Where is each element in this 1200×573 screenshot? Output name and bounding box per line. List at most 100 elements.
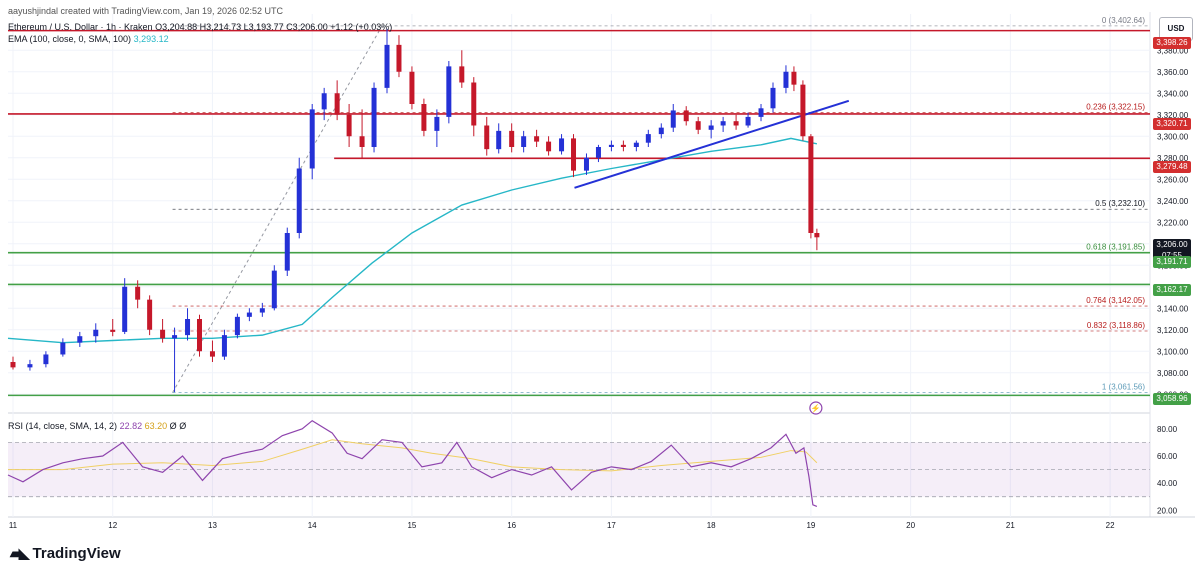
candle (484, 116, 490, 156)
candle-body (221, 335, 227, 357)
candle (645, 129, 651, 147)
candle-body (571, 138, 577, 171)
candle (509, 123, 515, 153)
candle (733, 114, 739, 130)
candle-body (196, 319, 202, 352)
candle-body (246, 312, 252, 317)
candle-body (670, 110, 676, 128)
rsi-y-tick-label: 40.00 (1157, 479, 1178, 488)
candle-body (608, 144, 614, 147)
current-price: 3,206.00 (1156, 240, 1188, 249)
candle (683, 106, 689, 126)
candle (43, 351, 49, 368)
candle (346, 104, 352, 147)
y-tick-label: 3,080.00 (1157, 369, 1189, 378)
candle-body (808, 136, 814, 233)
candle (546, 136, 552, 156)
fib-level-label: 0.618 (3,191.85) (1086, 243, 1145, 252)
candle-body (459, 66, 465, 83)
rsi-extra-2: Ø (179, 421, 187, 431)
candle-body (359, 136, 365, 147)
candle (559, 134, 565, 155)
candle-body (791, 71, 797, 85)
event-marker-glyph: ⚡ (811, 403, 821, 413)
symbol-label: Ethereum / U.S. Dollar · 1h · Kraken (8, 22, 153, 32)
candle (534, 129, 540, 147)
rsi-y-tick-label: 60.00 (1157, 452, 1178, 461)
candle-body (509, 130, 515, 147)
candle-body (708, 125, 714, 130)
x-tick-label: 17 (607, 521, 616, 530)
candle-body (633, 142, 639, 147)
candle (60, 338, 66, 357)
candle (334, 80, 340, 121)
fib-level-label: 0.5 (3,232.10) (1095, 199, 1145, 208)
candle-body (620, 144, 626, 147)
candle (695, 116, 701, 135)
fib-level-label: 0 (3,402.64) (1102, 16, 1145, 25)
candle-body (471, 82, 477, 126)
candle (421, 98, 427, 137)
candle-body (334, 93, 340, 115)
x-tick-label: 19 (806, 521, 815, 530)
price-tag-resistance-top: 3,398.26 (1153, 37, 1191, 49)
candle-body (720, 121, 726, 126)
tradingview-logo-icon: ▰◣ (10, 545, 29, 561)
candle (770, 82, 776, 113)
y-tick-label: 3,120.00 (1157, 326, 1189, 335)
x-tick-label: 21 (1006, 521, 1015, 530)
candle-body (446, 66, 452, 117)
candle-body (60, 342, 66, 355)
candle (196, 314, 202, 357)
candle (284, 227, 290, 276)
y-tick-label: 3,260.00 (1157, 175, 1189, 184)
candle-body (583, 157, 589, 171)
y-tick-label: 3,140.00 (1157, 304, 1189, 313)
candle (595, 144, 601, 163)
candle-body (309, 109, 315, 169)
candle-body (172, 335, 178, 339)
candle (521, 130, 527, 153)
candle (296, 157, 302, 239)
candle-body (346, 114, 352, 137)
x-tick-label: 11 (9, 521, 18, 530)
candle (670, 104, 676, 132)
candle-body (209, 351, 215, 357)
candle (720, 116, 726, 132)
rsi-y-tick-label: 20.00 (1157, 506, 1178, 515)
candle (658, 123, 664, 139)
candle-body (409, 71, 415, 104)
fib-level-label: 0.832 (3,118.86) (1087, 321, 1145, 330)
candle (620, 140, 626, 152)
rsi-value: 22.82 (119, 421, 143, 431)
tradingview-logo[interactable]: ▰◣ TradingView (10, 545, 121, 562)
candle-body (814, 233, 820, 238)
candle-body (595, 147, 601, 158)
candle (221, 329, 227, 360)
candle-body (645, 134, 651, 143)
candle (147, 295, 153, 336)
candle-body (160, 329, 166, 339)
y-tick-label: 3,240.00 (1157, 197, 1189, 206)
candle (93, 323, 99, 343)
price-tag-current: 3,206.00 07:55 (1153, 239, 1191, 261)
fib-level-label: 1 (3,061.56) (1102, 383, 1145, 392)
candle-body (695, 121, 701, 130)
candle (122, 278, 128, 335)
candle (359, 109, 365, 158)
candle-body (783, 71, 789, 88)
candle (496, 123, 502, 154)
rsi-ma-value: 63.20 (144, 421, 168, 431)
candle-body (800, 84, 806, 137)
ema-label: EMA (100, close, 0, SMA, 100) (8, 34, 132, 44)
fib-level-label: 0.236 (3,322.15) (1086, 102, 1145, 111)
candle-body (77, 336, 83, 343)
author-line: aayushjindal created with TradingView.co… (8, 6, 283, 16)
candle (185, 308, 191, 341)
candle-body (93, 329, 99, 337)
candle (110, 319, 116, 337)
candle (160, 319, 166, 343)
candle (814, 228, 820, 251)
candle (172, 327, 178, 393)
